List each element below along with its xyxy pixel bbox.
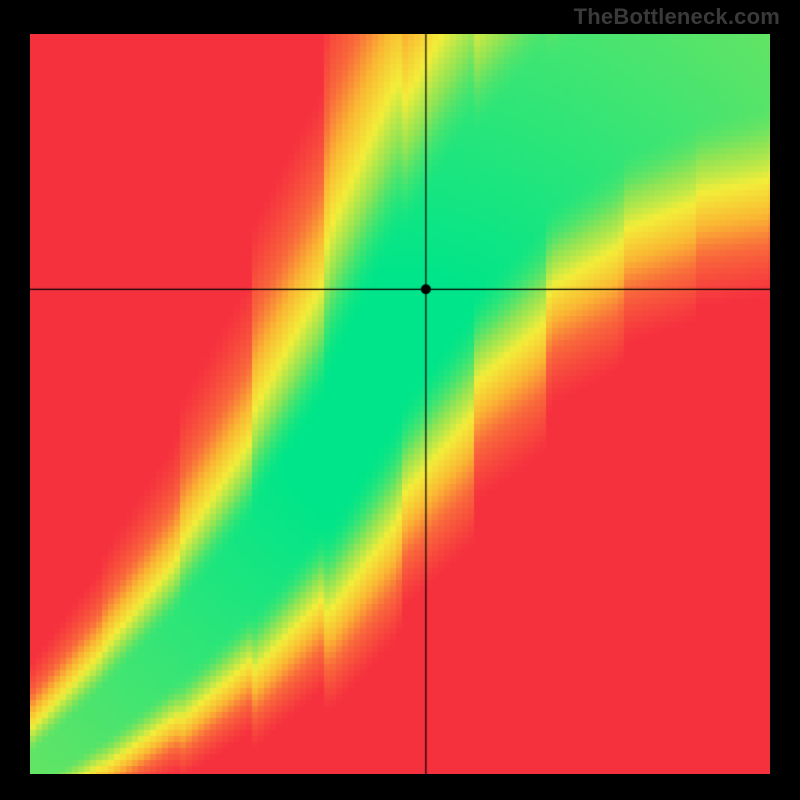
attribution-text: TheBottleneck.com	[574, 4, 780, 30]
chart-frame: TheBottleneck.com	[0, 0, 800, 800]
heatmap-plot	[30, 34, 770, 774]
heatmap-canvas	[30, 34, 770, 774]
